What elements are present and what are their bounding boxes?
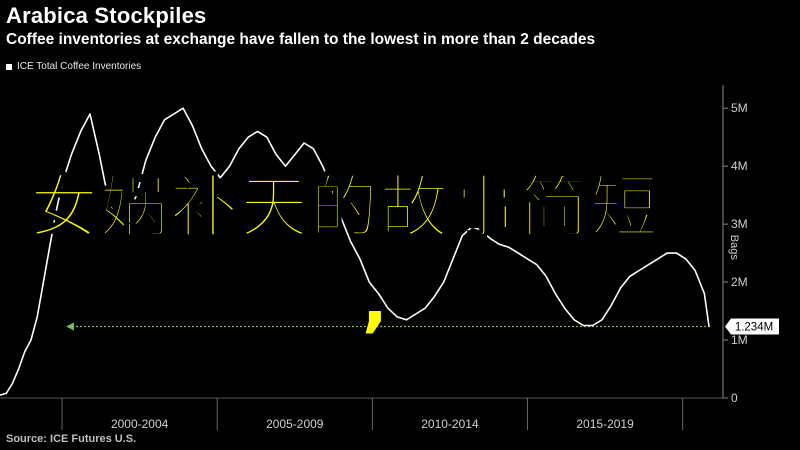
overlay-comma: , <box>362 262 388 341</box>
legend-swatch <box>6 63 12 70</box>
y-tick-label: 3M <box>731 217 748 231</box>
y-tick-label: 1M <box>731 333 748 347</box>
x-group-label: 2010-2014 <box>421 417 479 431</box>
y-axis-title: Bags <box>728 235 740 261</box>
x-group-label: 2005-2009 <box>266 417 324 431</box>
reference-arrowhead <box>66 322 74 331</box>
chart-subtitle: Coffee inventories at exchange have fall… <box>6 31 596 48</box>
series-line <box>0 107 710 396</box>
y-tick-label: 0 <box>731 391 738 405</box>
last-value-label: 1.234M <box>735 321 773 333</box>
overlay-caption: 女娲补天的故事简短 <box>29 168 661 249</box>
legend: ICE Total Coffee Inventories <box>6 61 141 72</box>
y-tick-label: 5M <box>731 101 748 115</box>
y-tick-label: 2M <box>731 275 748 289</box>
chart-title: Arabica Stockpiles <box>6 3 207 28</box>
source-note: Source: ICE Futures U.S. <box>6 433 137 445</box>
x-group-label: 2000-2004 <box>111 417 169 431</box>
x-group-label: 2015-2019 <box>576 417 634 431</box>
last-value-box <box>725 318 779 335</box>
legend-label: ICE Total Coffee Inventories <box>17 61 142 72</box>
y-tick-label: 4M <box>731 159 748 173</box>
